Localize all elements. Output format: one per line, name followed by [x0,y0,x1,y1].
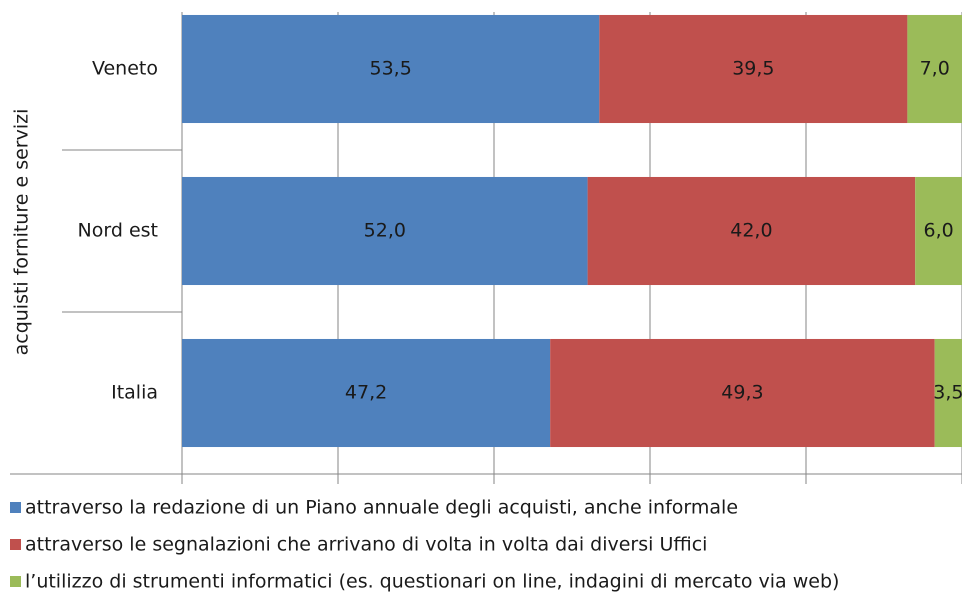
legend-label: attraverso la redazione di un Piano annu… [25,497,738,519]
bar-segment [550,338,935,448]
bar-segment [587,176,916,286]
bar-segment [182,176,588,286]
legend-label: attraverso le segnalazioni che arrivano … [25,534,707,556]
legend-swatch [10,502,21,513]
value-label: 52,0 [364,220,406,242]
value-label: 47,2 [345,382,387,404]
bar-segment [599,14,908,124]
legend-label: l’utilizzo di strumenti informatici (es.… [25,571,839,593]
category-label: Italia [111,382,158,404]
y-axis-label: acquisti forniture e servizi [11,109,33,356]
bar-segment [907,14,962,124]
bar-segment [934,338,962,448]
value-label: 6,0 [923,220,953,242]
category-label: Veneto [92,58,158,80]
value-label: 7,0 [920,58,950,80]
bar-segment [182,14,600,124]
legend-swatch [10,576,21,587]
legend-swatch [10,539,21,550]
value-label: 3,5 [933,382,962,404]
bar-segment [182,338,551,448]
value-label: 49,3 [721,382,763,404]
value-label: 42,0 [730,220,772,242]
value-label: 53,5 [369,58,411,80]
bar-segment [915,176,962,286]
category-label: Nord est [78,220,158,242]
value-label: 39,5 [732,58,774,80]
